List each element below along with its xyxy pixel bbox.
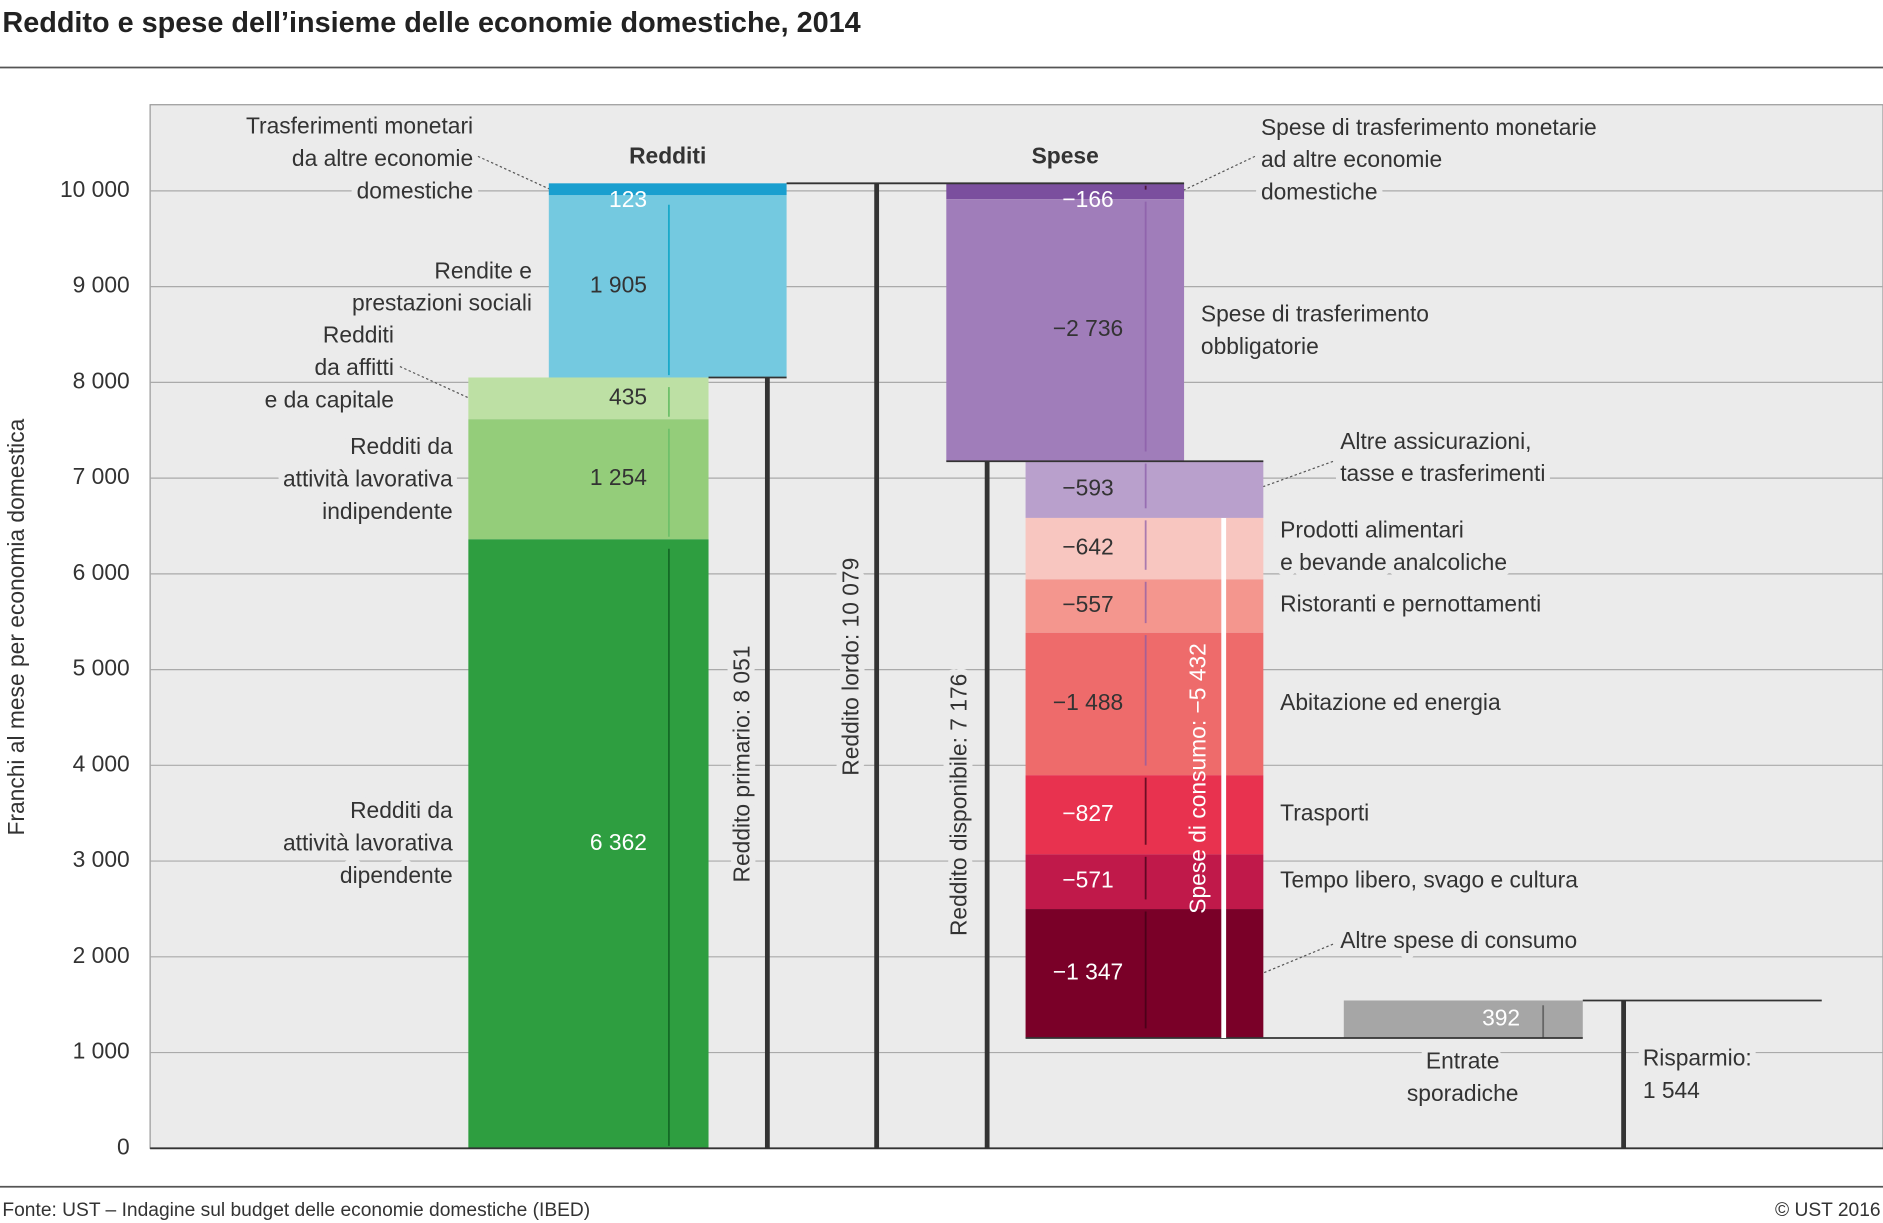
total-label: Reddito lordo: 10 079 [838, 558, 864, 776]
income-label: Trasferimenti monetari [246, 113, 473, 139]
income-label: dipendente [340, 862, 453, 888]
y-tick-label: 3 000 [73, 846, 130, 872]
total-label: Reddito disponibile: 7 176 [946, 674, 972, 936]
expense-label: tasse e trasferimenti [1340, 460, 1545, 486]
footer-source: Fonte: UST – Indagine sul budget delle e… [2, 1200, 590, 1221]
expense-label: Ristoranti e pernottamenti [1280, 591, 1541, 617]
expense-label: ad altre economie [1261, 146, 1442, 172]
total-label: Reddito primario: 8 051 [728, 646, 754, 883]
income-label: prestazioni sociali [352, 290, 532, 316]
expense-label: Abitazione ed energia [1280, 689, 1501, 715]
marks [468, 182, 1822, 1149]
value-label: 1 254 [590, 464, 647, 490]
value-label: −1 488 [1053, 689, 1123, 715]
income-label: domestiche [357, 177, 474, 203]
group-header: Spese [1032, 143, 1099, 169]
expense-bar [1025, 579, 1264, 633]
expense-label: obbligatorie [1201, 333, 1319, 359]
y-axis-title: Franchi al mese per economia domestica [3, 418, 29, 835]
expense-label: e bevande analcoliche [1280, 549, 1507, 575]
income-label: attività lavorativa [283, 830, 453, 856]
expense-label: Altre spese di consumo [1340, 927, 1577, 953]
income-bar [468, 377, 709, 420]
total-label: 1 544 [1643, 1077, 1700, 1103]
y-tick-label: 1 000 [73, 1038, 130, 1064]
income-bar [548, 195, 787, 378]
expense-label: domestiche [1261, 179, 1378, 205]
expense-bar [1025, 461, 1264, 518]
income-label: Redditi [323, 322, 394, 348]
labels: 0 1 000 2 000 3 000 4 000 5 000 6 000 7 000 8 00… [3, 107, 1758, 1160]
expense-bar [946, 183, 1185, 200]
expense-label: Spese di trasferimento monetarie [1261, 114, 1597, 140]
value-label: −557 [1062, 591, 1113, 617]
value-label: −1 347 [1053, 959, 1123, 985]
y-tick-label: 5 000 [73, 655, 130, 681]
sporadic-label: sporadiche [1407, 1080, 1519, 1106]
expense-bar [1025, 854, 1264, 910]
income-label: indipendente [322, 498, 453, 524]
income-label: Redditi da [350, 433, 453, 459]
total-label: Spese di consumo: −5 432 [1185, 643, 1211, 914]
value-label: −2 736 [1053, 315, 1123, 341]
y-tick-label: 7 000 [73, 463, 130, 489]
expense-bar [946, 199, 1185, 462]
expense-label: Altre assicurazioni, [1340, 428, 1531, 454]
y-tick-label: 10 000 [60, 176, 130, 202]
income-label: e da capitale [265, 386, 394, 412]
value-label: −593 [1062, 475, 1113, 501]
y-tick-label: 9 000 [73, 272, 130, 298]
expense-label: Tempo libero, svago e cultura [1280, 867, 1578, 893]
y-tick-label: 2 000 [73, 942, 130, 968]
income-bar [468, 539, 709, 1149]
expense-label: Spese di trasferimento [1201, 301, 1429, 327]
value-label: 435 [609, 383, 647, 409]
expense-bar [1025, 517, 1264, 580]
leader-line [1263, 943, 1334, 974]
leader-line [477, 155, 550, 190]
value-label: −166 [1062, 186, 1113, 212]
expense-label: Trasporti [1280, 799, 1369, 825]
expense-bar [1025, 775, 1264, 855]
value-label: 392 [1482, 1004, 1520, 1030]
sporadic-bar [1343, 1000, 1583, 1039]
income-label: da altre economie [292, 145, 473, 171]
y-tick-label: 4 000 [73, 750, 130, 776]
y-tick-label: 0 [117, 1133, 130, 1159]
footer-copyright: © UST 2016 [1775, 1200, 1881, 1221]
income-label: attività lavorativa [283, 466, 453, 492]
income-bar [548, 183, 787, 196]
leader-line [399, 365, 469, 399]
income-label: Rendite e [434, 257, 532, 283]
value-label: −571 [1062, 867, 1113, 893]
value-label: −642 [1062, 534, 1113, 560]
income-bar [468, 419, 709, 540]
y-tick-label: 6 000 [73, 559, 130, 585]
chart-title: Reddito e spese dell’insieme delle econo… [2, 7, 860, 39]
value-label: 123 [609, 186, 647, 212]
sporadic-label: Entrate [1426, 1047, 1500, 1073]
value-label: 6 362 [590, 829, 647, 855]
value-label: −827 [1062, 800, 1113, 826]
expense-label: Prodotti alimentari [1280, 517, 1464, 543]
value-label: 1 905 [590, 271, 647, 297]
y-tick-label: 8 000 [73, 367, 130, 393]
income-label: da affitti [314, 354, 393, 380]
leader-line [1183, 155, 1256, 191]
group-header: Redditi [629, 143, 706, 169]
total-label: Risparmio: [1643, 1044, 1752, 1070]
income-label: Redditi da [350, 797, 453, 823]
